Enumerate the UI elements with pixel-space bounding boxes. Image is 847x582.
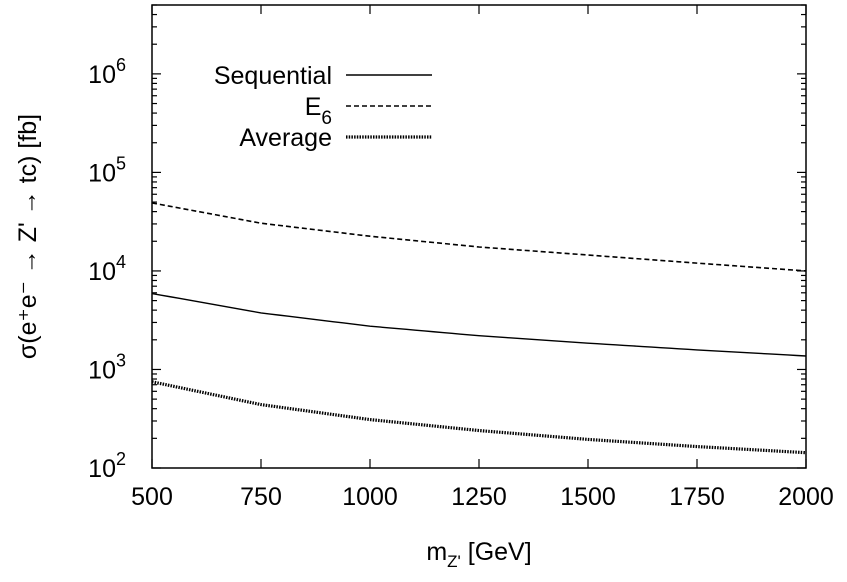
- y-axis-title: σ(e⁺e⁻ → Z' → tc) [fb]: [14, 114, 42, 359]
- y-tick-label: 106: [88, 55, 126, 89]
- x-tick-label: 1500: [560, 483, 616, 511]
- x-tick-label: 1750: [669, 483, 725, 511]
- x-tick-label: 1250: [451, 483, 507, 511]
- legend-label-e6: E6: [305, 93, 332, 129]
- y-tick-labels: 102 103 104 105 106: [88, 55, 126, 483]
- x-axis-title-unit: [GeV]: [461, 538, 532, 566]
- series-lines: [151, 202, 807, 455]
- series-line-sequential: [151, 292, 807, 357]
- y-tick-label: 105: [88, 153, 126, 187]
- plot-frame: [151, 4, 807, 469]
- x-tick-label: 750: [240, 483, 282, 511]
- x-axis-title: mZ' [GeV]: [426, 538, 531, 571]
- x-tick-label: 500: [131, 483, 173, 511]
- y-tick-label: 104: [88, 252, 126, 286]
- x-axis-title-sub: Z': [447, 552, 461, 571]
- y-tick-label: 103: [88, 350, 126, 384]
- y-tick-label: 102: [88, 449, 126, 483]
- series-line-average: [151, 380, 807, 455]
- x-axis-title-main: m: [426, 538, 447, 566]
- series-line-e6: [151, 202, 807, 272]
- x-tick-labels: 500 750 1000 1250 1500 1750 2000: [131, 483, 834, 511]
- legend-label-sequential: Sequential: [214, 62, 332, 90]
- x-tick-label: 2000: [778, 483, 834, 511]
- x-tick-label: 1000: [342, 483, 398, 511]
- legend-label-average: Average: [239, 124, 332, 152]
